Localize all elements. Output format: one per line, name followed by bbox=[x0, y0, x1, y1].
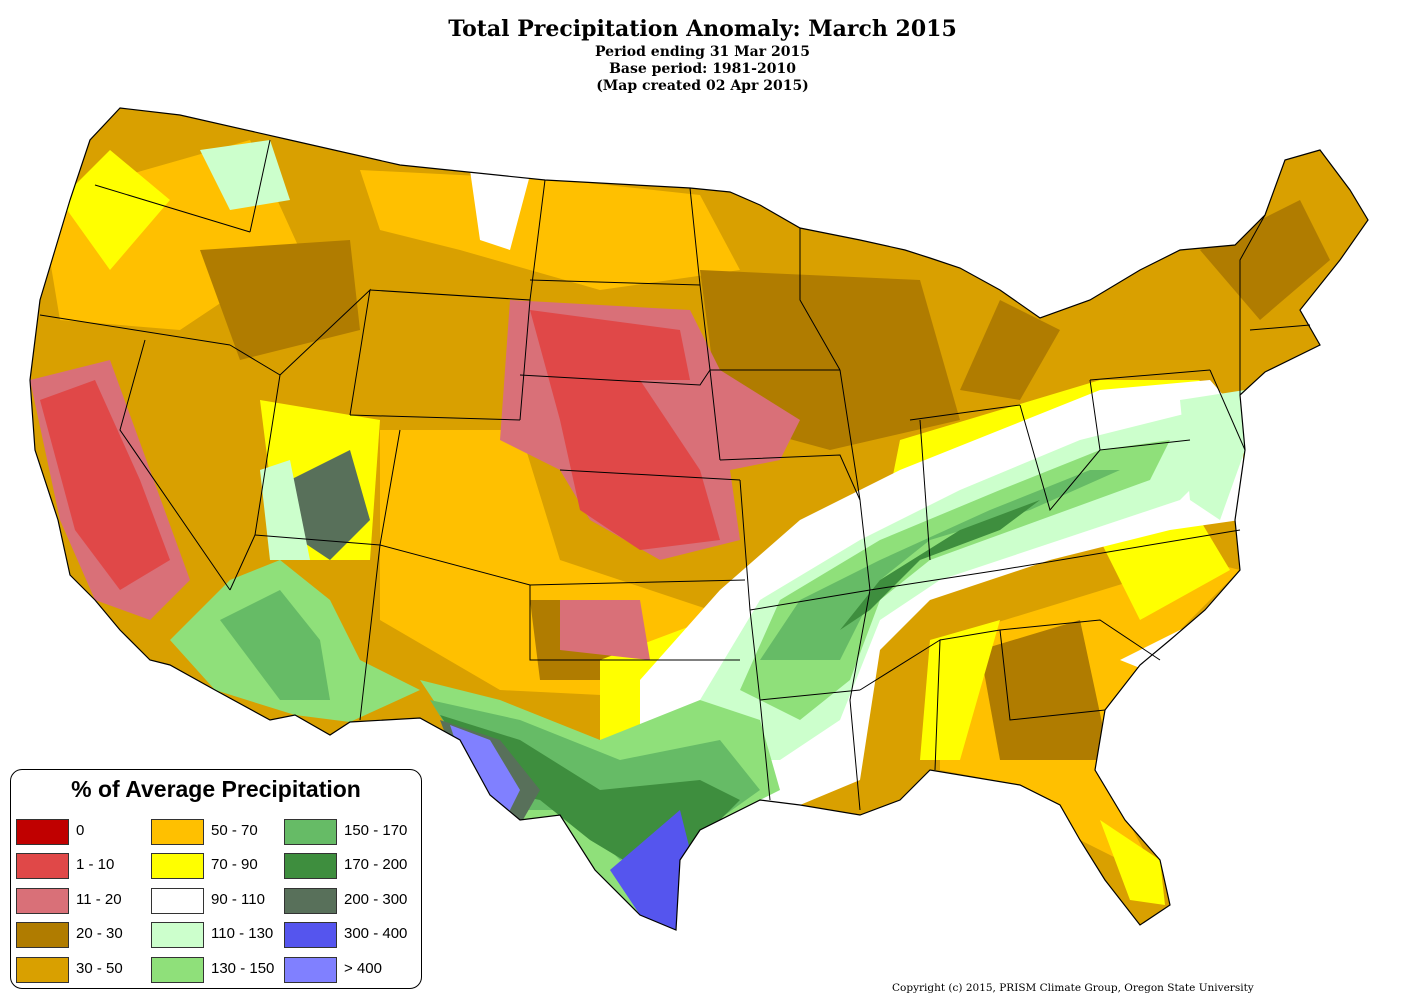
legend-swatch bbox=[16, 957, 69, 983]
legend-label: 170 - 200 bbox=[344, 856, 408, 873]
legend-swatch bbox=[284, 888, 337, 914]
legend-label: 0 bbox=[76, 822, 85, 839]
legend-swatch bbox=[284, 819, 337, 845]
legend-swatch bbox=[151, 922, 204, 948]
legend: % of Average Precipitation 0 1 - 10 11 -… bbox=[10, 769, 422, 989]
legend-swatch bbox=[284, 957, 337, 983]
legend-swatch bbox=[151, 819, 204, 845]
legend-title: % of Average Precipitation bbox=[71, 776, 361, 802]
map-title: Total Precipitation Anomaly: March 2015 bbox=[448, 16, 957, 42]
state-boundaries bbox=[29, 107, 1369, 931]
legend-label: > 400 bbox=[344, 960, 382, 977]
legend-label: 50 - 70 bbox=[211, 822, 258, 839]
legend-label: 30 - 50 bbox=[76, 960, 123, 977]
legend-swatch bbox=[16, 922, 69, 948]
legend-swatch bbox=[151, 957, 204, 983]
period-text: Period ending 31 Mar 2015 bbox=[595, 44, 810, 60]
legend-label: 11 - 20 bbox=[76, 891, 122, 908]
legend-label: 150 - 170 bbox=[344, 822, 408, 839]
map-header: Total Precipitation Anomaly: March 2015 … bbox=[0, 14, 1405, 95]
legend-label: 130 - 150 bbox=[211, 960, 275, 977]
legend-label: 70 - 90 bbox=[211, 856, 258, 873]
legend-swatch bbox=[16, 819, 69, 845]
base-period-text: Base period: 1981-2010 bbox=[609, 61, 796, 77]
legend-swatch bbox=[16, 853, 69, 879]
legend-swatch bbox=[151, 853, 204, 879]
created-date-text: (Map created 02 Apr 2015) bbox=[596, 78, 809, 94]
legend-label: 110 - 130 bbox=[211, 925, 274, 942]
legend-label: 300 - 400 bbox=[344, 925, 408, 942]
legend-label: 20 - 30 bbox=[76, 925, 123, 942]
legend-label: 200 - 300 bbox=[344, 891, 408, 908]
legend-swatch bbox=[16, 888, 69, 914]
legend-swatch bbox=[151, 888, 204, 914]
legend-label: 90 - 110 bbox=[211, 891, 265, 908]
copyright-text: Copyright (c) 2015, PRISM Climate Group,… bbox=[892, 982, 1254, 994]
legend-label: 1 - 10 bbox=[76, 856, 115, 873]
legend-swatch bbox=[284, 922, 337, 948]
legend-swatch bbox=[284, 853, 337, 879]
